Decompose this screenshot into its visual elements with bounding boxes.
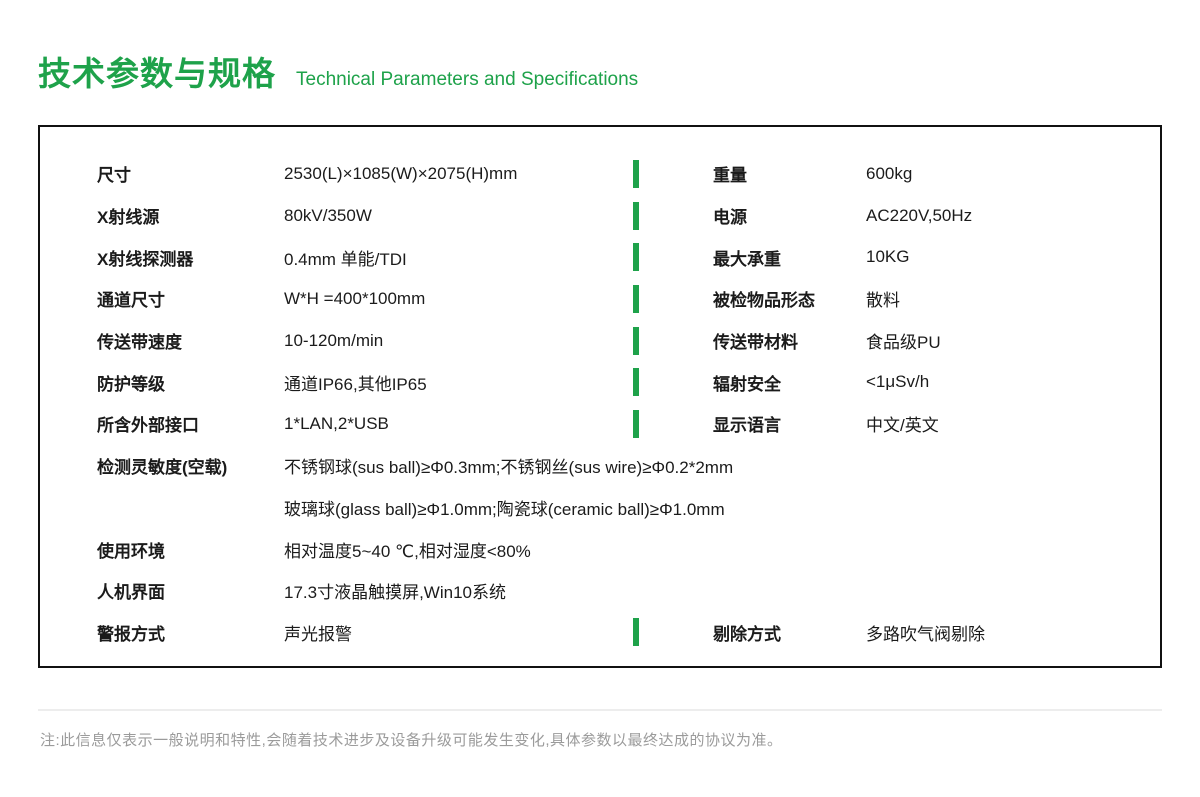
spec-label-left: 通道尺寸 [97,291,165,311]
divider-bar [633,326,639,355]
spec-value-right: 600kg [866,163,913,183]
spec-row: 通道尺寸 W*H =400*100mm 被检物品形态 散料 [97,278,1160,320]
spec-value-right: 多路吹气阀剔除 [866,624,985,644]
spec-label-right: 被检物品形态 [713,291,815,311]
spec-value-right: AC220V,50Hz [866,205,973,225]
footer-divider [38,709,1162,711]
spec-value-left: 声光报警 [284,624,352,644]
spec-row: 尺寸 2530(L)×1085(W)×2075(H)mm 重量 600kg [97,153,1160,195]
spec-value-right: 10KG [866,247,910,267]
spec-label-left: 传送带速度 [97,333,182,353]
spec-value-right: <1μSv/h [866,372,930,392]
spec-value-right: 散料 [866,291,900,311]
spec-row: 防护等级 通道IP66,其他IP65 辐射安全 <1μSv/h [97,361,1160,403]
divider-bar [633,409,639,438]
spec-label-right: 剔除方式 [713,624,781,644]
spec-table: 尺寸 2530(L)×1085(W)×2075(H)mm 重量 600kg X射… [38,125,1162,668]
spec-row: 人机界面 17.3寸液晶触摸屏,Win10系统 [97,570,1160,612]
divider-bar [633,284,639,313]
spec-value-left: 通道IP66,其他IP65 [284,374,427,394]
spec-label-left: 人机界面 [97,583,165,603]
spec-label-left: 检测灵敏度(空载) [97,458,228,478]
spec-label-right: 电源 [713,208,747,228]
divider-bar [633,201,639,230]
spec-value-left: 不锈钢球(sus ball)≥Φ0.3mm;不锈钢丝(sus wire)≥Φ0.… [284,458,734,478]
footer-note: 注:此信息仅表示一般说明和特性,会随着技术进步及设备升级可能发生变化,具体参数以… [40,732,783,749]
spec-value-left: 相对温度5~40 ℃,相对湿度<80% [284,541,531,561]
spec-label-left: 所含外部接口 [97,416,199,436]
spec-value-right: 中文/英文 [866,416,939,436]
page-title: 技术参数与规格 [38,55,276,92]
spec-rows: 尺寸 2530(L)×1085(W)×2075(H)mm 重量 600kg X射… [97,153,1160,653]
spec-value-left: 1*LAN,2*USB [284,413,389,433]
spec-label-left: 尺寸 [97,166,131,186]
spec-value-left: 10-120m/min [284,330,384,350]
section-header: 技术参数与规格 Technical Parameters and Specifi… [38,55,639,92]
spec-value-left: 玻璃球(glass ball)≥Φ1.0mm;陶瓷球(ceramic ball)… [284,499,725,519]
spec-value-left: 17.3寸液晶触摸屏,Win10系统 [284,583,506,603]
divider-bar [633,243,639,272]
spec-label-left: 防护等级 [97,374,165,394]
spec-row: X射线探测器 0.4mm 单能/TDI 最大承重 10KG [97,236,1160,278]
spec-label-right: 重量 [713,166,747,186]
divider-bar [633,618,639,647]
spec-label-right: 最大承重 [713,249,781,269]
spec-label-right: 传送带材料 [713,333,798,353]
spec-value-left: 2530(L)×1085(W)×2075(H)mm [284,163,518,183]
spec-row: 检测灵敏度(空载) 不锈钢球(sus ball)≥Φ0.3mm;不锈钢丝(sus… [97,445,1160,487]
divider-bar [633,368,639,397]
spec-label-right: 显示语言 [713,416,781,436]
spec-row: X射线源 80kV/350W 电源 AC220V,50Hz [97,195,1160,237]
spec-row: 传送带速度 10-120m/min 传送带材料 食品级PU [97,320,1160,362]
divider-bar [633,159,639,188]
spec-label-right: 辐射安全 [713,374,781,394]
spec-label-left: X射线探测器 [97,249,194,269]
spec-value-left: 80kV/350W [284,205,372,225]
spec-row: 使用环境 相对温度5~40 ℃,相对湿度<80% [97,528,1160,570]
spec-row: 警报方式 声光报警 剔除方式 多路吹气阀剔除 [97,612,1160,654]
spec-value-right: 食品级PU [866,333,941,353]
spec-value-left: 0.4mm 单能/TDI [284,249,407,269]
spec-label-left: X射线源 [97,208,160,228]
spec-row: 所含外部接口 1*LAN,2*USB 显示语言 中文/英文 [97,403,1160,445]
page-subtitle: Technical Parameters and Specifications [296,69,639,90]
spec-row: 玻璃球(glass ball)≥Φ1.0mm;陶瓷球(ceramic ball)… [97,487,1160,529]
spec-label-left: 警报方式 [97,624,165,644]
spec-value-left: W*H =400*100mm [284,288,426,308]
spec-label-left: 使用环境 [97,541,165,561]
